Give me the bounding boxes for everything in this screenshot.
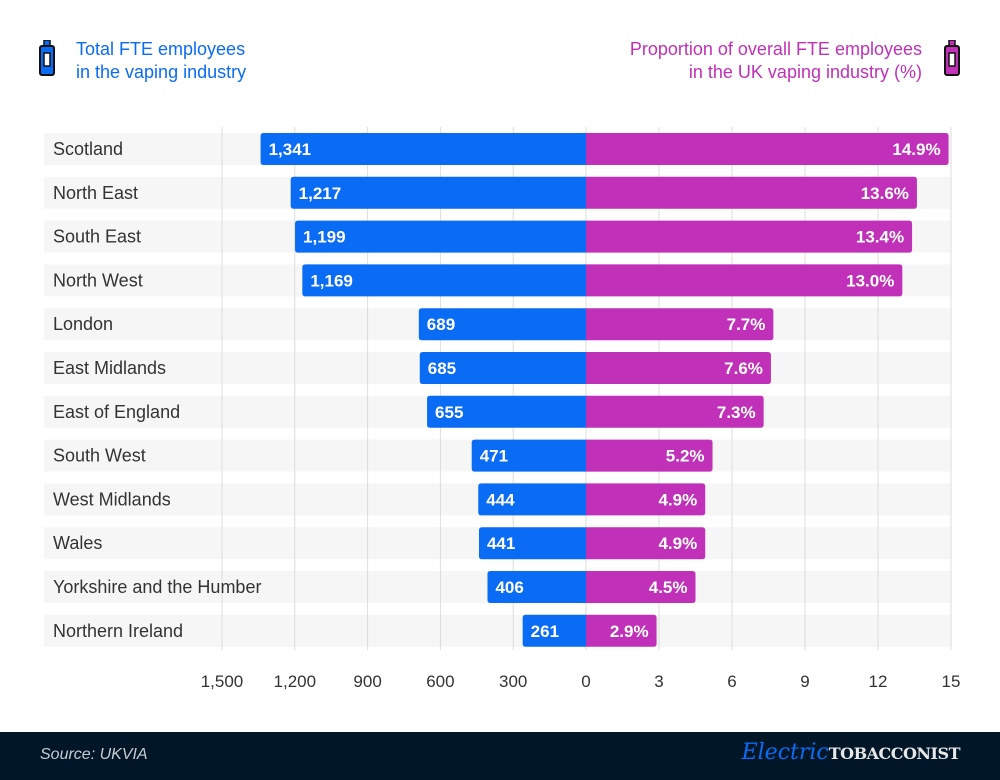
bar-label-proportion: 4.9% (658, 534, 697, 553)
bar-label-fte: 406 (495, 578, 523, 597)
bar-label-proportion: 4.5% (649, 578, 688, 597)
footer: Source: UKVIA Electric TOBACCONIST (0, 732, 1000, 780)
bar-label-fte: 261 (531, 622, 559, 641)
legend-left-line1: Total FTE employees (76, 39, 246, 59)
bar-label-fte: 689 (427, 315, 455, 334)
category-label: East of England (53, 402, 180, 422)
row-band (44, 614, 951, 647)
bar-fte (522, 614, 586, 647)
category-label: North East (53, 183, 138, 203)
bar-label-fte: 1,169 (310, 271, 353, 290)
bar-label-fte: 1,199 (303, 228, 346, 247)
x-tick-right: 15 (942, 672, 961, 691)
source-text: Source: UKVIA (40, 746, 148, 763)
legend-right: Proportion of overall FTE employees in th… (630, 38, 922, 84)
bar-label-proportion: 13.6% (861, 184, 909, 203)
bar-label-fte: 655 (435, 403, 463, 422)
bar-fte (478, 527, 586, 560)
bar-label-fte: 1,341 (269, 140, 312, 159)
legend-right-line1: Proportion of overall FTE employees (629, 39, 922, 59)
bar-fte (487, 571, 586, 603)
bar-label-proportion: 13.4% (856, 228, 904, 247)
bar-label-fte: 444 (486, 490, 515, 509)
category-label: Scotland (53, 139, 123, 159)
category-label: North West (53, 270, 143, 290)
bar-fte (478, 483, 586, 516)
bar-label-proportion: 2.9% (610, 622, 649, 641)
bar-label-fte: 685 (428, 359, 456, 378)
x-tick-right: 9 (800, 672, 809, 691)
bar-label-fte: 441 (487, 534, 515, 553)
x-tick-left: 1,200 (274, 672, 317, 691)
vape-icon (39, 40, 55, 76)
bar-label-proportion: 7.7% (727, 315, 766, 334)
bar-label-proportion: 7.6% (724, 359, 763, 378)
x-tick-left: 600 (426, 672, 454, 691)
x-tick-left: 1,500 (201, 672, 244, 691)
category-label: Wales (53, 533, 102, 553)
bar-proportion (586, 483, 706, 516)
x-tick-right: 3 (654, 672, 663, 691)
bar-fte (418, 308, 586, 341)
bar-label-proportion: 13.0% (846, 271, 894, 290)
bar-label-proportion: 4.9% (658, 490, 697, 509)
x-tick-right: 6 (727, 672, 736, 691)
bar-fte (419, 352, 586, 384)
legend-right-line2: in the UK vaping industry (%) (688, 62, 922, 82)
bar-proportion (586, 571, 696, 603)
bar-fte (260, 133, 586, 165)
bar-proportion (586, 527, 706, 560)
bar-proportion (586, 439, 713, 472)
category-label: Northern Ireland (53, 621, 183, 641)
bar-fte (302, 264, 586, 297)
butterfly-chart: 1,500 1,200 900 600 300 0 3 6 9 12 15 Scotland 1,341… (44, 127, 961, 691)
bar-proportion (586, 176, 917, 209)
bar-label-proportion: 14.9% (892, 140, 940, 159)
bar-fte (295, 220, 586, 253)
bar-fte (427, 395, 586, 428)
bar-proportion (586, 220, 913, 253)
x-tick-left: 0 (581, 672, 590, 691)
x-tick-left: 300 (499, 672, 527, 691)
category-label: East Midlands (53, 358, 166, 378)
bar-proportion (586, 614, 657, 647)
brand-logo: Electric TOBACCONIST (741, 740, 961, 765)
category-label: Yorkshire and the Humber (53, 577, 261, 597)
category-label: South West (53, 446, 146, 466)
bar-label-fte: 471 (480, 447, 508, 466)
bar-label-proportion: 7.3% (717, 403, 756, 422)
bar-fte (471, 439, 586, 472)
bar-proportion (586, 264, 903, 297)
x-tick-left: 900 (353, 672, 381, 691)
bar-proportion (586, 133, 949, 165)
bar-fte (290, 176, 586, 209)
bar-proportion (586, 308, 774, 341)
legend-left: Total FTE employees in the vaping industr… (76, 38, 246, 84)
vape-icon (944, 40, 960, 76)
bar-label-proportion: 5.2% (666, 447, 705, 466)
category-label: West Midlands (53, 489, 171, 509)
bar-proportion (586, 352, 771, 384)
bar-proportion (586, 395, 764, 428)
category-label: London (53, 314, 113, 334)
legend-left-line2: in the vaping industry (76, 62, 247, 82)
x-tick-right: 12 (869, 672, 888, 691)
category-label: South East (53, 227, 141, 247)
bar-label-fte: 1,217 (299, 184, 342, 203)
